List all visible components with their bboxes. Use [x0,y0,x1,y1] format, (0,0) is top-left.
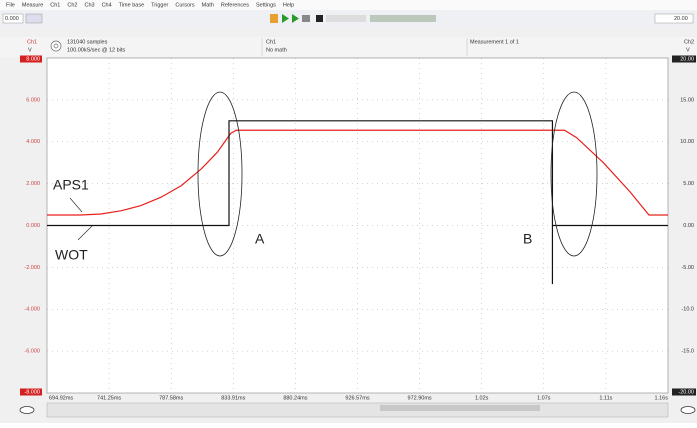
ch1-label: Ch1 [27,39,37,45]
y-tick-label: 2.000 [26,181,40,187]
x-tick-label: 833.91ms [221,395,245,401]
x-tick-label: 1.11s [599,395,612,401]
y-tick-label: -2.000 [24,265,40,271]
ch1-unit: V [28,47,32,53]
step-icon[interactable] [292,14,299,23]
y2-tick-box [672,388,696,396]
menu-item[interactable]: Time base [119,2,144,8]
scrollbar[interactable] [46,402,669,418]
x-tick-label: 1.07s [537,395,551,401]
range-value: 20.00 [674,16,688,22]
plot: 694.92ms 741.25ms 787.58ms 833.91ms 880.24ms… [20,55,696,401]
icon[interactable] [326,15,366,22]
capture-icon[interactable] [50,40,62,52]
icon[interactable] [302,15,310,22]
y2-tick-label: 15.00 [680,97,694,103]
y2-tick-label: -15.0 [681,349,694,355]
run-icon[interactable] [282,14,289,23]
y-tick-label: -4.000 [24,307,40,313]
samples: 131040 samples [67,39,108,45]
menu-item[interactable]: Settings [256,2,276,8]
measurement: Measurement 1 of 1 [470,39,519,45]
y2-tick-box [672,55,696,63]
time-value: 0.000 [5,16,19,22]
y-tick-label: 4.000 [26,139,40,145]
y2-tick-label: 20.00 [680,56,694,62]
capture-icon-inner [53,43,59,49]
x-tick-label: 972.90ms [408,395,432,401]
y2-tick-label: -10.0 [681,307,694,313]
menu-item[interactable]: References [221,2,249,8]
series-label: APS1 [53,177,89,193]
menu-item[interactable]: Math [202,2,214,8]
y-tick-label: -6.000 [24,349,40,355]
trace [47,129,668,216]
y2-tick-label: -20.00 [678,389,694,395]
annotation: B [523,231,532,247]
ellipse-b [550,91,598,257]
menu-bar [0,0,697,10]
scroll-thumb[interactable] [380,405,540,411]
icon[interactable] [316,15,323,22]
sample-rate: 100.00kS/sec @ 12 bits [67,47,125,53]
menu-item[interactable]: Ch3 [84,2,94,8]
y2-tick-label: 5.00 [683,181,694,187]
x-tick-label: 741.25ms [97,395,121,401]
toolbar-icons [270,14,436,23]
y-tick-label: 0.000 [26,223,40,229]
y-tick-label: -8.000 [24,389,40,395]
x-tick-label: 694.92ms [49,395,73,401]
menu-item[interactable]: File [6,2,15,8]
icon[interactable] [370,15,436,22]
time-field[interactable] [2,13,24,24]
pointer [77,225,93,241]
menu-item[interactable]: Ch2 [67,2,77,8]
menu-item[interactable]: Ch4 [102,2,112,8]
math-status: No math [266,47,287,53]
trace [47,120,668,285]
ellipse-a [197,91,243,257]
y-tick-box [20,388,42,396]
y2-tick-label: 10.00 [680,139,694,145]
zoom-button[interactable] [25,13,43,24]
y2-tick-label: 0.00 [683,223,694,229]
ch2-label: Ch2 [684,39,694,45]
menu-item[interactable]: Trigger [151,2,168,8]
menu-item[interactable]: Measure [22,2,43,8]
range-field[interactable] [654,13,694,24]
view-icon[interactable] [680,406,696,414]
x-tick-label: 880.24ms [283,395,307,401]
menu-item[interactable]: Ch1 [50,2,60,8]
info-bar [0,37,697,57]
menu: File Measure Ch1 Ch2 Ch3 Ch4 Time base Trigger C… [6,2,294,8]
series-label: WOT [55,247,88,263]
x-tick-label: 787.58ms [159,395,183,401]
x-tick-label: 1.16s [655,395,669,401]
y2-tick-label: -5.00 [681,265,694,271]
ch2-unit: V [686,47,690,53]
icon[interactable] [270,14,278,23]
x-tick-label: 1.02s [475,395,489,401]
pointer [69,197,83,213]
annotation: A [255,231,265,247]
y-tick-label: 6.000 [26,97,40,103]
y-tick-box [20,55,42,63]
menu-item[interactable]: Help [283,2,294,8]
menu-item[interactable]: Cursors [175,2,195,8]
x-tick-label: 926.57ms [345,395,369,401]
view-icon[interactable] [19,406,35,414]
math-channel: Ch1 [266,39,276,45]
y-tick-label: 8.000 [26,56,40,62]
